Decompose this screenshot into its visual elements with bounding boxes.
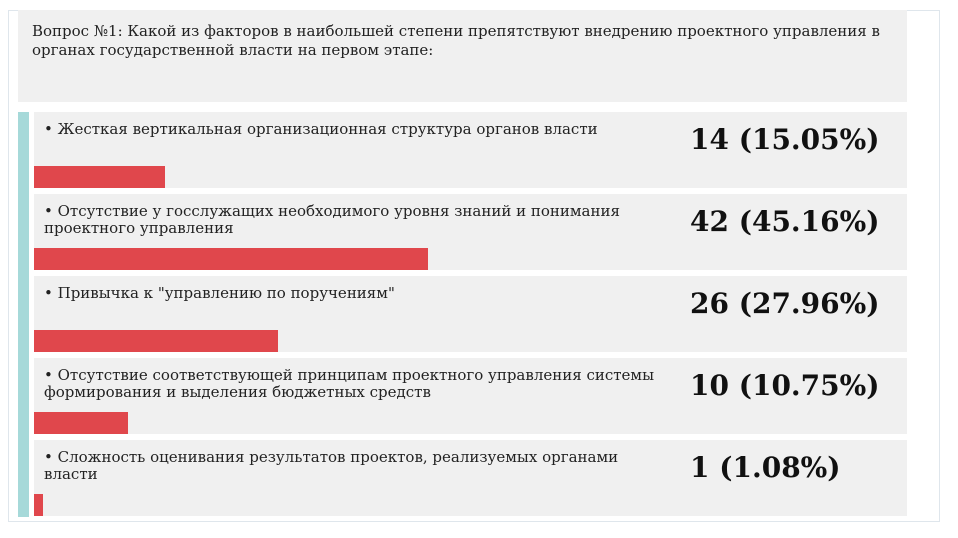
answer-label: • Сложность оценивания результатов проек… [44,448,619,483]
accent-bar [18,112,29,517]
answer-value-label: 42 (45.16%) [690,205,880,238]
answer-label: • Привычка к "управлению по поручениям" [44,284,395,302]
answer-row: • Привычка к "управлению по поручениям" 2… [34,276,907,352]
answer-value-label: 14 (15.05%) [690,123,880,156]
question-text: Вопрос №1: Какой из факторов в наибольше… [32,22,880,59]
answer-row: • Жесткая вертикальная организационная с… [34,112,907,188]
answer-row: • Сложность оценивания результатов проек… [34,440,907,516]
answer-row: • Отсутствие у госслужащих необходимого … [34,194,907,270]
answer-bar [34,248,428,270]
answer-row: • Отсутствие соответствующей принципам п… [34,358,907,434]
answer-bar [34,330,278,352]
answer-value-label: 26 (27.96%) [690,287,880,320]
answer-label: • Отсутствие соответствующей принципам п… [44,366,655,401]
answer-bar [34,412,128,434]
answer-bar [34,166,165,188]
answer-bar [34,494,43,516]
question-box: Вопрос №1: Какой из факторов в наибольше… [18,10,907,102]
answer-value-label: 1 (1.08%) [690,451,841,484]
answer-label: • Отсутствие у госслужащих необходимого … [44,202,620,237]
answers-list: • Жесткая вертикальная организационная с… [34,112,907,522]
answer-value-label: 10 (10.75%) [690,369,880,402]
answer-label: • Жесткая вертикальная организационная с… [44,120,598,138]
